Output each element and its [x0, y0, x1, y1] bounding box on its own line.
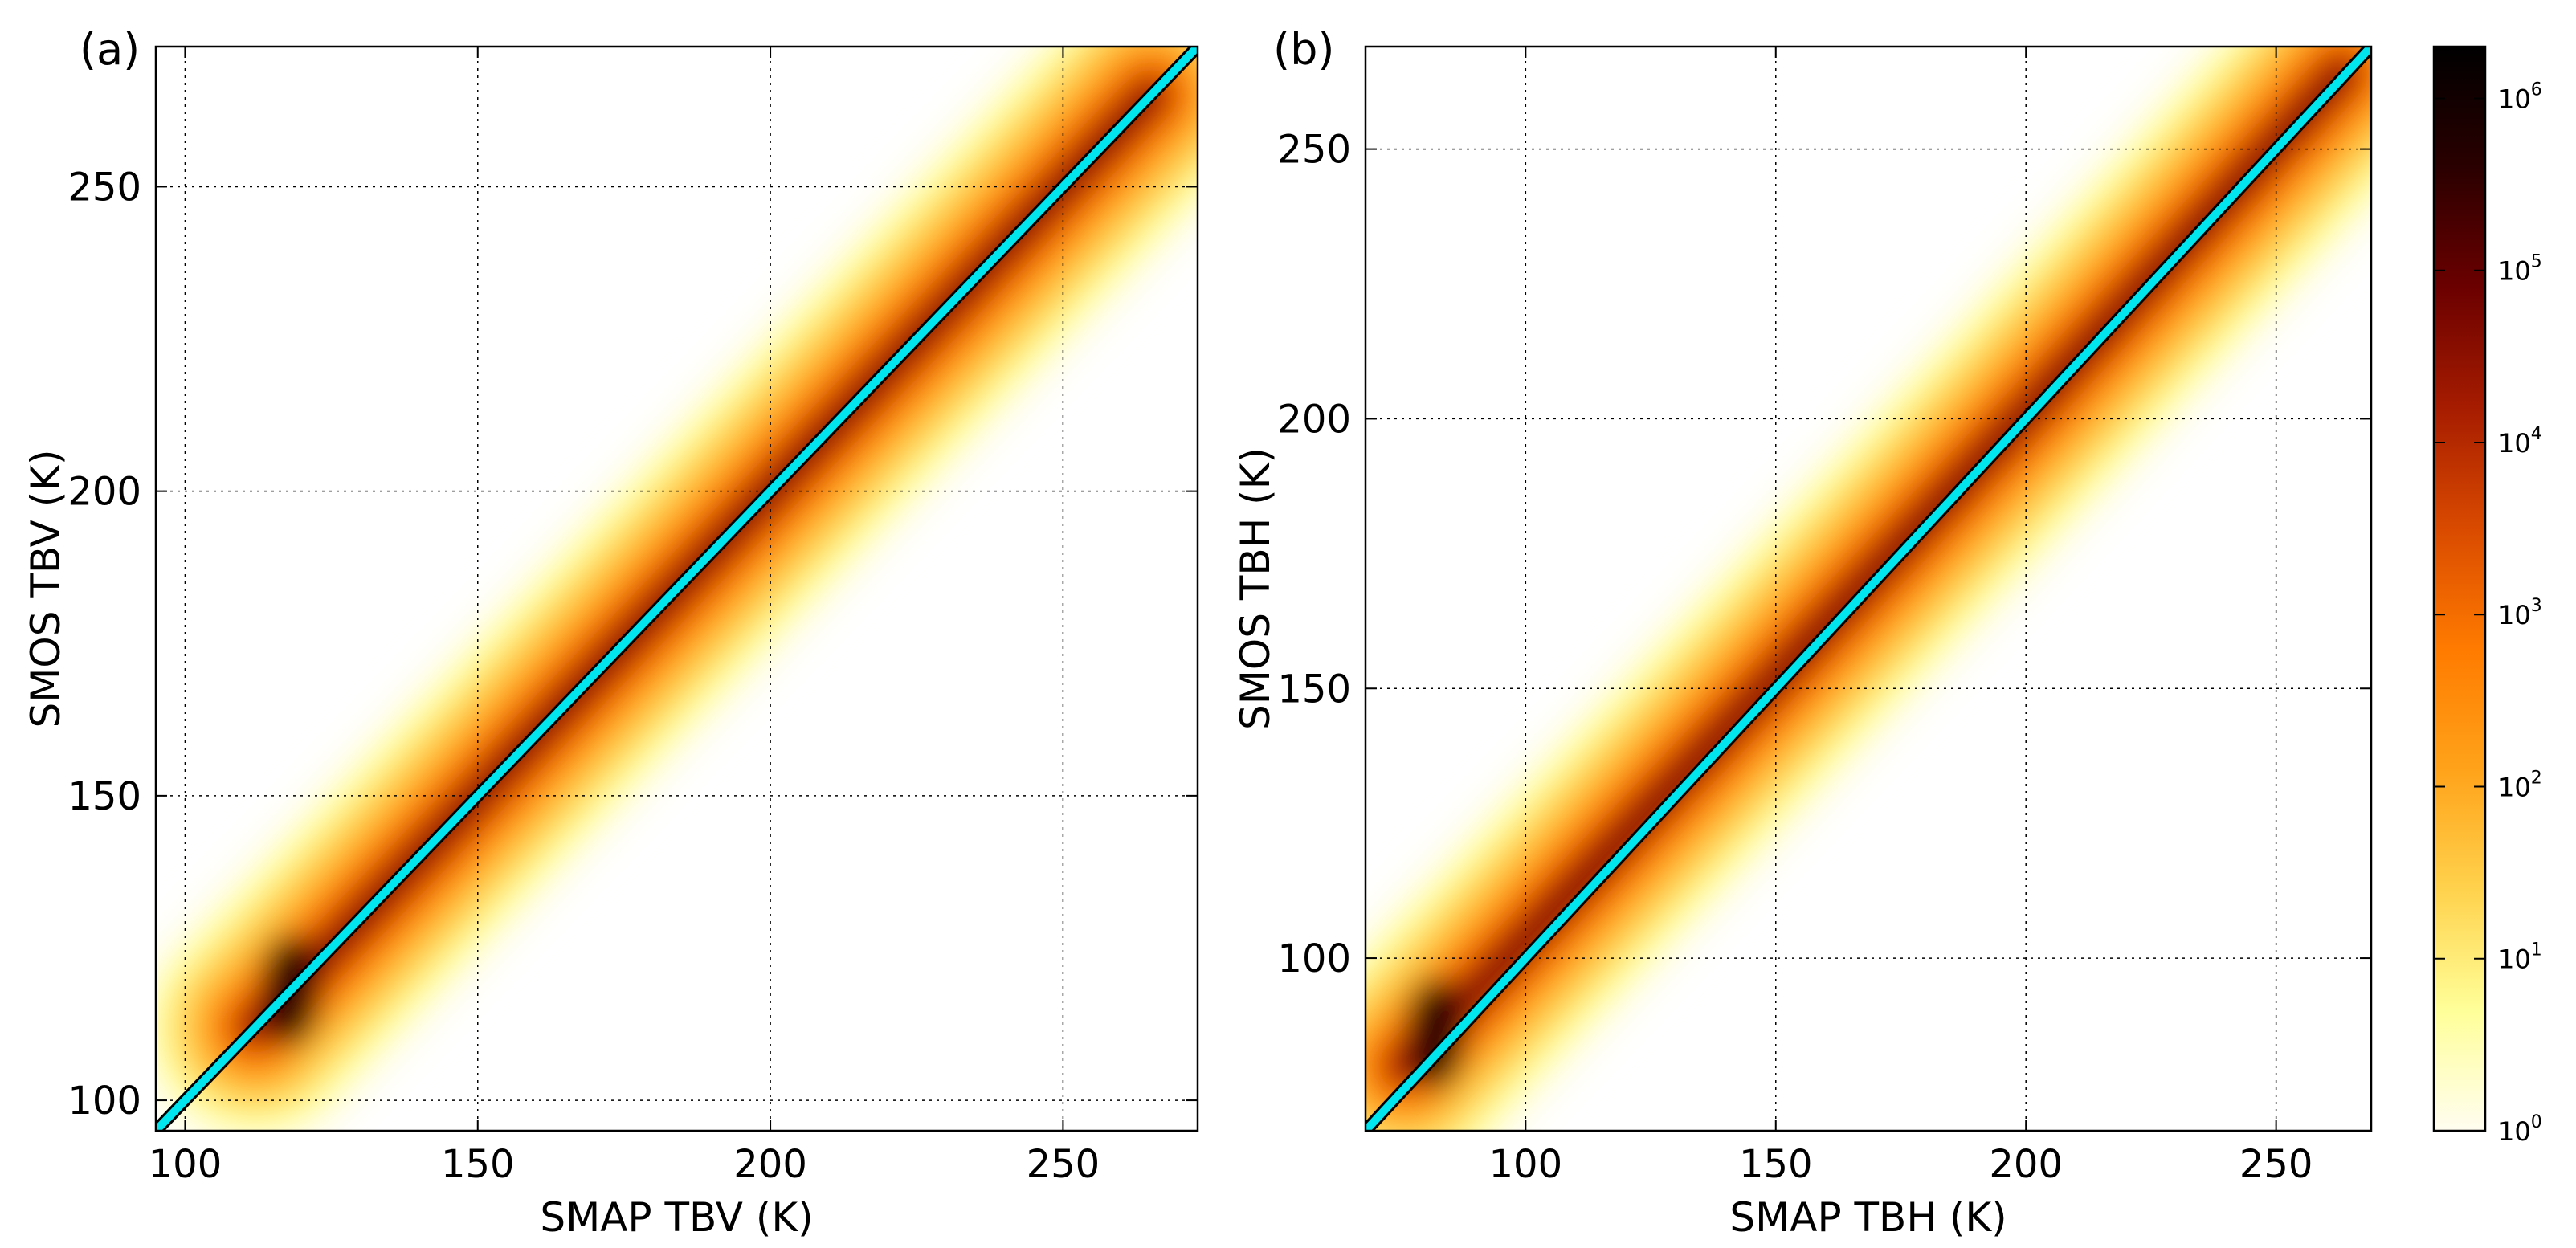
y-axis-label: SMOS TBV (K) [22, 449, 69, 728]
plot-frame [1364, 45, 2373, 1132]
x-tick-label: 100 [1489, 1142, 1563, 1187]
x-tick-label: 150 [441, 1142, 515, 1187]
y-axis-label: SMOS TBH (K) [1232, 447, 1279, 730]
colorbar-tick-label: 104 [2498, 424, 2542, 459]
identity-line [1366, 47, 2371, 1131]
x-tick-label: 250 [1027, 1142, 1100, 1187]
colorbar-tick-label: 105 [2498, 252, 2542, 287]
colorbar: 100 101 102 103 104 105 106 [2432, 45, 2542, 1147]
colorbar-tick-label: 103 [2498, 596, 2542, 630]
y-tick-label: 250 [1277, 128, 1351, 173]
colorbar-tick-label: 106 [2498, 80, 2542, 114]
colorbar-tick-label: 101 [2498, 940, 2542, 975]
y-tick-label: 100 [1277, 936, 1351, 981]
identity-line [156, 47, 1198, 1131]
y-tick-label: 250 [67, 165, 141, 210]
panel-a: 100 150 200 250 100 150 200 250 SMAP TBV (K) SMOS… [22, 24, 1199, 1241]
y-tick-label: 200 [1277, 397, 1351, 442]
x-tick-label: 250 [2239, 1142, 2313, 1187]
x-tick-label: 200 [733, 1142, 807, 1187]
y-tick-label: 150 [1277, 667, 1351, 712]
x-tick-label: 150 [1739, 1142, 1813, 1187]
y-tick-label: 100 [67, 1079, 141, 1124]
panel-b: 100 150 200 250 100 150 200 250 SMAP TBH (K) SMOS… [1232, 24, 2373, 1241]
plot-frame [154, 45, 1199, 1132]
x-tick-label: 200 [1989, 1142, 2063, 1187]
x-tick-label: 100 [149, 1142, 222, 1187]
colorbar-tick-label: 100 [2498, 1112, 2542, 1147]
x-axis-label: SMAP TBH (K) [1729, 1194, 2007, 1241]
y-tick-label: 200 [67, 470, 141, 515]
colorbar-gradient [2432, 45, 2487, 1132]
colorbar-tick-label: 102 [2498, 768, 2542, 802]
panel-label: (b) [1273, 24, 1334, 75]
grid [156, 47, 1198, 1131]
x-axis-label: SMAP TBV (K) [540, 1194, 813, 1241]
panel-label: (a) [80, 24, 140, 75]
y-tick-label: 150 [67, 774, 141, 819]
